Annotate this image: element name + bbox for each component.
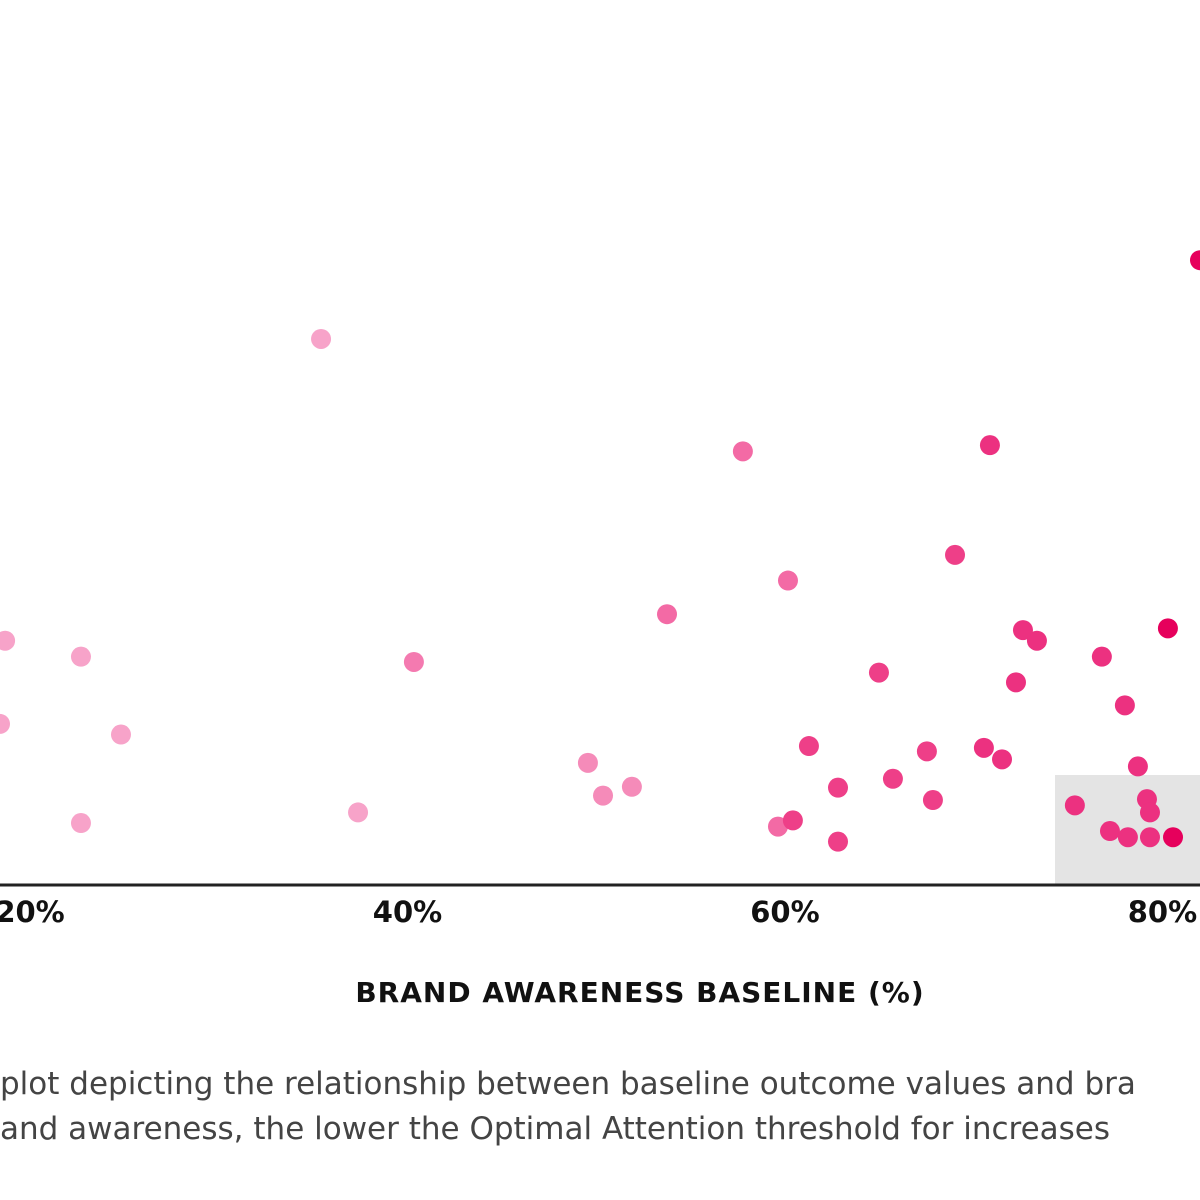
- point: [777, 570, 798, 591]
- point: [1064, 795, 1085, 816]
- point: [1012, 620, 1033, 641]
- point: [348, 802, 369, 823]
- x-tick-label: 20%: [0, 895, 65, 929]
- point: [827, 777, 848, 798]
- x-tick-label: 80%: [1128, 895, 1197, 929]
- point: [868, 662, 889, 683]
- point: [70, 646, 91, 667]
- point: [827, 831, 848, 852]
- point: [1091, 646, 1112, 667]
- point: [1117, 827, 1138, 848]
- point: [732, 441, 753, 462]
- point: [593, 785, 614, 806]
- point: [992, 749, 1013, 770]
- point: [621, 776, 642, 797]
- point: [311, 328, 332, 349]
- point: [403, 651, 424, 672]
- point: [1026, 630, 1047, 651]
- point: [1139, 827, 1160, 848]
- point: [110, 724, 131, 745]
- point: [1114, 695, 1135, 716]
- point: [1099, 821, 1120, 842]
- point: [916, 741, 937, 762]
- caption-line: plot depicting the relationship between …: [0, 1066, 1136, 1102]
- x-tick-label: 60%: [750, 895, 819, 929]
- point: [70, 813, 91, 834]
- point: [1139, 802, 1160, 823]
- caption-line: and awareness, the lower the Optimal Att…: [0, 1111, 1110, 1147]
- point: [1190, 250, 1200, 271]
- point: [882, 768, 903, 789]
- point: [798, 736, 819, 757]
- point: [1005, 672, 1026, 693]
- point: [577, 752, 598, 773]
- point: [0, 630, 16, 651]
- point: [657, 604, 678, 625]
- x-axis-label: BRAND AWARENESS BASELINE (%): [355, 976, 924, 1009]
- point: [979, 435, 1000, 456]
- point: [0, 713, 10, 734]
- x-tick-label: 40%: [373, 895, 442, 929]
- point: [1163, 827, 1184, 848]
- point: [782, 810, 803, 831]
- point: [922, 790, 943, 811]
- point: [1157, 618, 1178, 639]
- point: [1127, 756, 1148, 777]
- point: [945, 544, 966, 565]
- point: [973, 737, 994, 758]
